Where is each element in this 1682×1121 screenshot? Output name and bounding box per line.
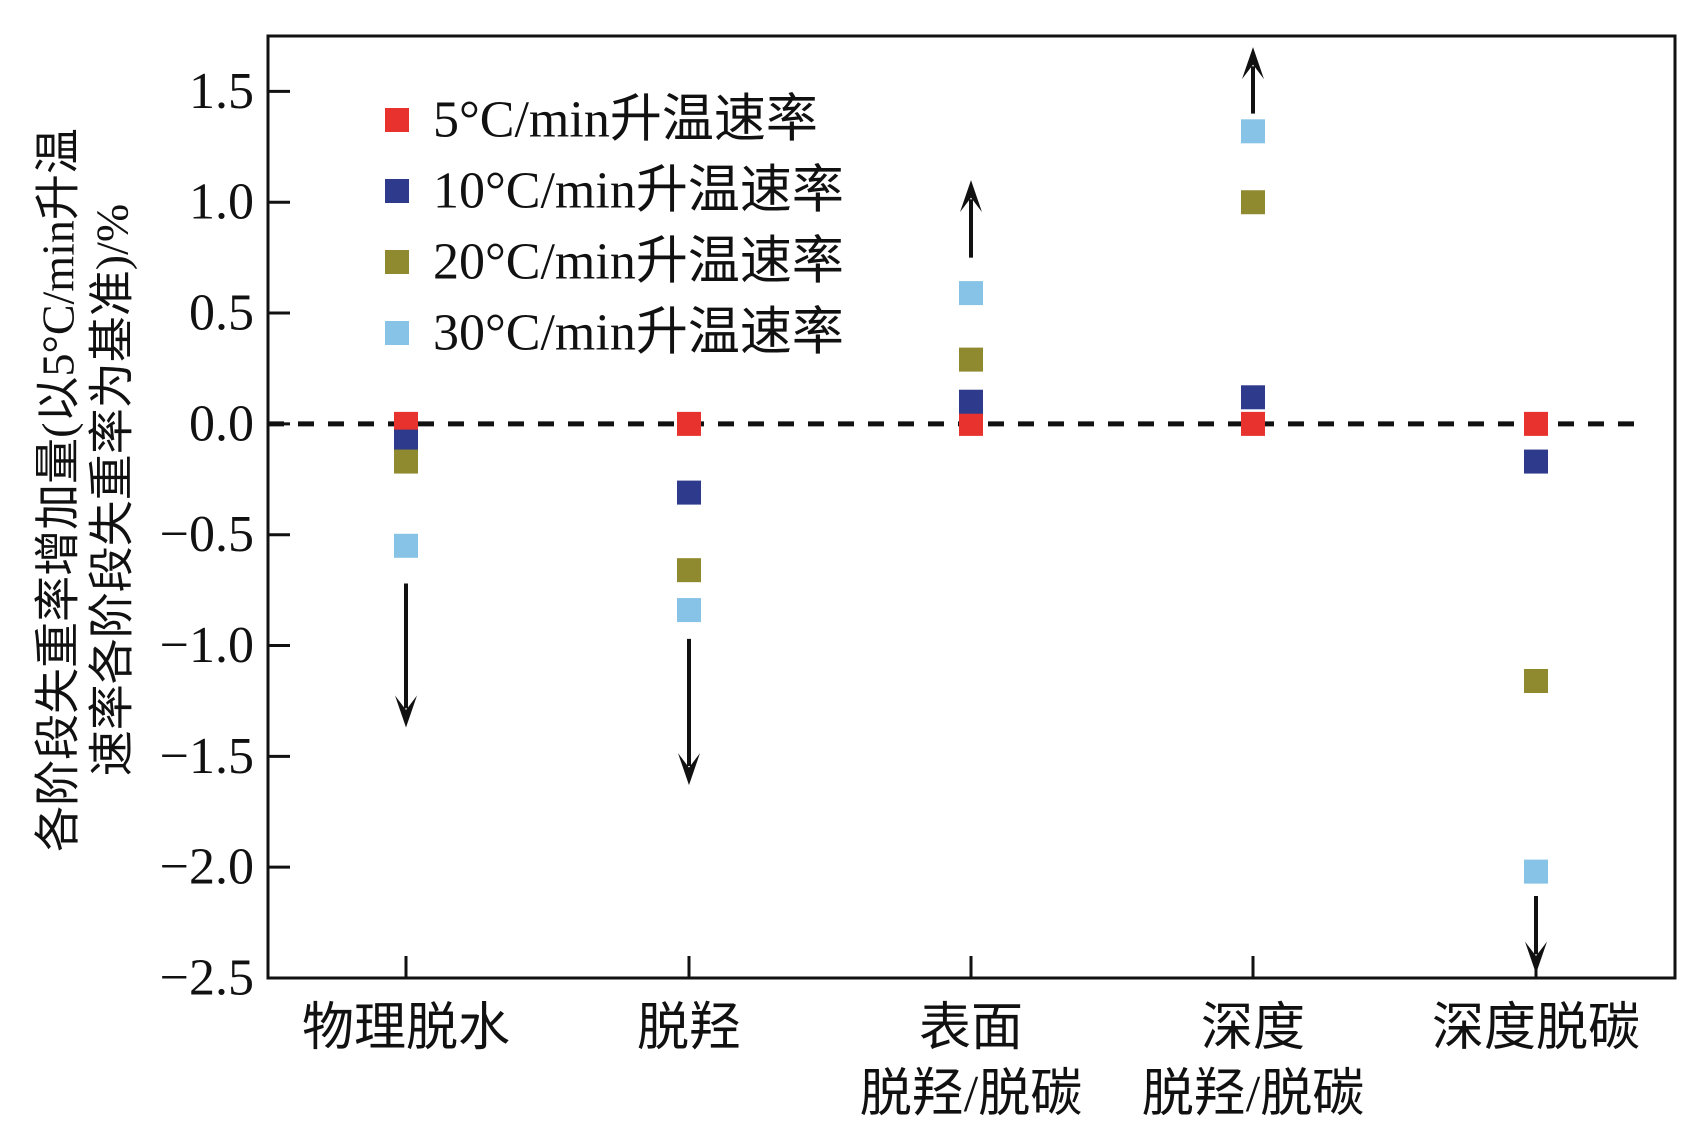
legend-label: 30°C/min升温速率 — [433, 305, 844, 362]
y-tick-label: −1.0 — [160, 617, 254, 674]
trend-arrow-down — [678, 638, 700, 786]
trend-arrow-up — [960, 180, 982, 258]
y-axis-title-line: 各阶段失重率增加量(以5°C/min升温 — [33, 128, 84, 852]
series-2 — [394, 190, 1548, 693]
data-point — [959, 281, 983, 306]
series-3 — [394, 119, 1548, 884]
y-tick-label: −2.5 — [160, 950, 254, 1007]
trend-arrow-down — [1525, 895, 1547, 974]
data-point — [677, 558, 701, 583]
legend-item: 10°C/min升温速率 — [385, 163, 844, 220]
x-category-label: 脱羟/脱碳 — [1142, 1066, 1364, 1121]
data-point — [677, 480, 701, 505]
trend-arrow-up — [1242, 47, 1264, 114]
data-point — [1241, 385, 1265, 410]
arrow-head — [678, 753, 700, 786]
x-category-label: 脱羟/脱碳 — [860, 1066, 1082, 1121]
data-point — [1241, 411, 1265, 436]
data-point — [394, 449, 418, 474]
x-category-label: 深度 — [1201, 1000, 1305, 1057]
data-point — [959, 389, 983, 414]
arrow-head — [1525, 941, 1547, 974]
data-point — [1524, 668, 1548, 693]
legend-item: 20°C/min升温速率 — [385, 234, 844, 291]
data-point — [394, 533, 418, 558]
y-tick-label: −1.5 — [160, 728, 254, 785]
y-tick-label: −0.5 — [160, 506, 254, 563]
legend-item: 30°C/min升温速率 — [385, 305, 844, 362]
y-tick-label: −2.0 — [160, 839, 254, 896]
arrow-head — [1242, 47, 1264, 80]
y-axis-title: 各阶段失重率增加量(以5°C/min升温 速率各阶段失重率为基准)/% — [33, 128, 138, 852]
y-axis: 1.5 1.0 0.5 0.0 −0.5 −1.0 −1.5 −2.0 −2.5 — [160, 63, 290, 1007]
legend-swatch — [385, 179, 409, 203]
x-category-label: 脱羟 — [637, 1000, 741, 1057]
data-point — [1241, 119, 1265, 144]
legend-label: 5°C/min升温速率 — [433, 92, 818, 149]
legend-swatch — [385, 108, 409, 132]
data-point — [1241, 190, 1265, 215]
arrow-head — [960, 180, 982, 213]
data-point — [1524, 411, 1548, 436]
x-category-label: 表面 — [919, 1000, 1023, 1057]
y-tick-label: 0.5 — [189, 285, 254, 342]
data-point — [1524, 449, 1548, 474]
y-tick-label: 1.0 — [189, 174, 254, 231]
legend-item: 5°C/min升温速率 — [385, 92, 818, 149]
legend-label: 20°C/min升温速率 — [433, 234, 844, 291]
arrow-head — [395, 695, 417, 728]
y-axis-title-line: 速率各阶段失重率为基准)/% — [87, 204, 138, 776]
series-1 — [394, 385, 1548, 505]
series-0 — [394, 411, 1548, 436]
legend: 5°C/min升温速率 10°C/min升温速率 20°C/min升温速率 30°C/… — [385, 92, 844, 362]
legend-label: 10°C/min升温速率 — [433, 163, 844, 220]
data-point — [959, 411, 983, 436]
data-point — [1524, 859, 1548, 884]
trend-arrows — [395, 47, 1547, 974]
data-series — [394, 119, 1548, 884]
legend-swatch — [385, 250, 409, 274]
data-point — [959, 347, 983, 372]
y-tick-label: 1.5 — [189, 63, 254, 120]
trend-arrow-down — [395, 583, 417, 728]
legend-swatch — [385, 321, 409, 345]
y-tick-label: 0.0 — [189, 395, 254, 452]
data-point — [677, 411, 701, 436]
x-category-label: 物理脱水 — [302, 1000, 510, 1057]
x-category-label: 深度脱碳 — [1432, 1000, 1640, 1057]
data-point — [677, 598, 701, 623]
